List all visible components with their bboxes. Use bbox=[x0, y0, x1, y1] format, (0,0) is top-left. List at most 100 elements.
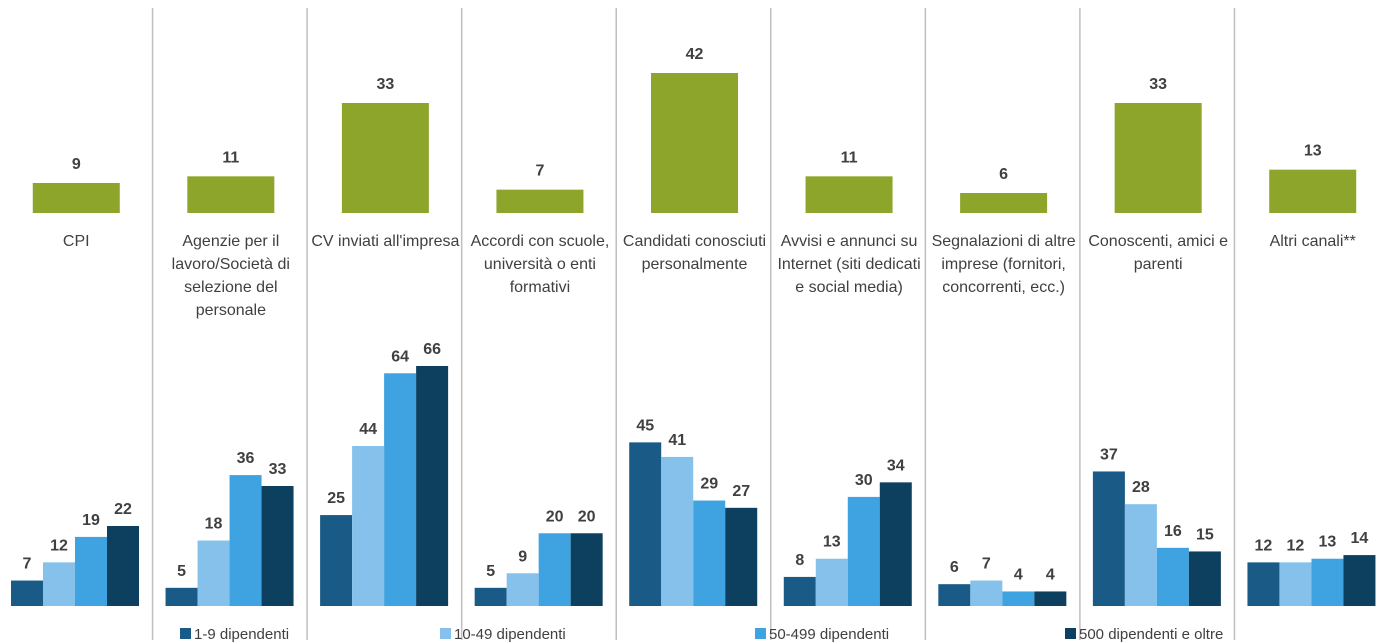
value-label: 11 bbox=[841, 149, 858, 166]
value-label: 19 bbox=[82, 512, 100, 529]
value-label: 42 bbox=[686, 46, 704, 63]
bar bbox=[538, 533, 571, 606]
value-label: 64 bbox=[391, 348, 409, 365]
bar bbox=[352, 446, 385, 606]
value-label: 6 bbox=[999, 166, 1008, 183]
value-label: 37 bbox=[1100, 446, 1118, 463]
value-label: 7 bbox=[982, 556, 991, 573]
legend-swatch bbox=[755, 628, 766, 639]
value-label: 29 bbox=[700, 476, 718, 493]
category-label: Avvisi e annunci su Internet (siti dedic… bbox=[777, 233, 921, 296]
value-label: 13 bbox=[823, 534, 841, 551]
value-label: 34 bbox=[887, 457, 905, 474]
category-label: Segnalazioni di altre imprese (fornitori… bbox=[931, 233, 1076, 296]
value-label: 14 bbox=[1351, 530, 1369, 547]
value-label: 9 bbox=[518, 548, 527, 565]
bar bbox=[960, 193, 1048, 213]
bar bbox=[1311, 558, 1344, 606]
bar bbox=[506, 573, 539, 606]
value-label: 4 bbox=[1046, 566, 1055, 583]
bar bbox=[384, 373, 417, 606]
value-label: 12 bbox=[50, 537, 68, 554]
value-label: 44 bbox=[359, 421, 377, 438]
value-label: 13 bbox=[1304, 143, 1322, 160]
bar bbox=[651, 73, 738, 213]
bar bbox=[1092, 471, 1125, 606]
bar bbox=[847, 496, 880, 606]
bar bbox=[1002, 591, 1035, 606]
value-label: 33 bbox=[376, 76, 394, 93]
legend-label: 1-9 dipendenti bbox=[194, 626, 289, 643]
value-label: 9 bbox=[72, 156, 81, 173]
bar bbox=[1114, 103, 1202, 213]
category-label: Candidati conosciuti personalmente bbox=[622, 233, 767, 273]
value-label: 30 bbox=[855, 472, 873, 489]
value-label: 13 bbox=[1319, 534, 1337, 551]
bar bbox=[1269, 169, 1357, 213]
value-label: 7 bbox=[535, 163, 544, 180]
bar bbox=[693, 500, 726, 606]
category-label: CV inviati all'impresa bbox=[311, 233, 460, 250]
bar bbox=[1343, 555, 1376, 606]
category-label: Altri canali** bbox=[1269, 233, 1356, 250]
bar bbox=[75, 536, 107, 606]
bar bbox=[970, 580, 1003, 606]
value-label: 22 bbox=[114, 501, 132, 518]
value-label: 33 bbox=[1149, 76, 1167, 93]
bar bbox=[725, 507, 758, 606]
value-label: 12 bbox=[1287, 537, 1305, 554]
value-label: 18 bbox=[205, 516, 223, 533]
bar bbox=[320, 515, 353, 606]
bar bbox=[1034, 591, 1067, 606]
value-label: 28 bbox=[1132, 479, 1150, 496]
bar bbox=[474, 587, 507, 606]
bar bbox=[11, 580, 43, 606]
legend-label: 500 dipendenti e oltre bbox=[1079, 626, 1223, 643]
legend-swatch bbox=[1065, 628, 1076, 639]
value-label: 66 bbox=[423, 341, 441, 358]
value-label: 11 bbox=[222, 149, 239, 166]
bar bbox=[805, 176, 893, 213]
bar bbox=[107, 526, 139, 606]
value-label: 33 bbox=[269, 461, 287, 478]
value-label: 20 bbox=[578, 508, 596, 525]
value-label: 41 bbox=[668, 432, 686, 449]
bar bbox=[938, 584, 971, 606]
bar bbox=[165, 587, 198, 606]
bar bbox=[197, 540, 230, 606]
bar bbox=[1124, 504, 1157, 606]
bar bbox=[783, 576, 816, 606]
value-label: 36 bbox=[237, 450, 255, 467]
bar bbox=[1247, 562, 1280, 606]
category-label: CPI bbox=[62, 233, 90, 250]
bar bbox=[1188, 551, 1221, 606]
bar bbox=[261, 486, 294, 606]
legend-label: 10-49 dipendenti bbox=[454, 626, 566, 643]
bar bbox=[570, 533, 603, 606]
value-label: 7 bbox=[23, 556, 32, 573]
value-label: 20 bbox=[546, 508, 564, 525]
category-label: Agenzie per il lavoro/Società di selezio… bbox=[171, 233, 290, 319]
legend-swatch bbox=[440, 628, 451, 639]
bar bbox=[661, 456, 694, 606]
value-label: 5 bbox=[177, 563, 186, 580]
value-label: 8 bbox=[795, 552, 804, 569]
bar bbox=[43, 562, 75, 606]
bar bbox=[32, 183, 120, 213]
bar bbox=[416, 366, 449, 606]
category-label: Conoscenti, amici e parenti bbox=[1088, 233, 1228, 273]
bar bbox=[629, 442, 662, 606]
category-label: Accordi con scuole, università o enti fo… bbox=[470, 233, 610, 296]
value-label: 27 bbox=[732, 483, 750, 500]
value-label: 12 bbox=[1255, 537, 1273, 554]
value-label: 45 bbox=[636, 417, 654, 434]
bar bbox=[1279, 562, 1312, 606]
value-label: 15 bbox=[1196, 526, 1214, 543]
bar bbox=[187, 176, 275, 213]
value-label: 6 bbox=[950, 559, 959, 576]
value-label: 5 bbox=[486, 563, 495, 580]
value-label: 16 bbox=[1164, 523, 1182, 540]
bar bbox=[1156, 547, 1189, 606]
